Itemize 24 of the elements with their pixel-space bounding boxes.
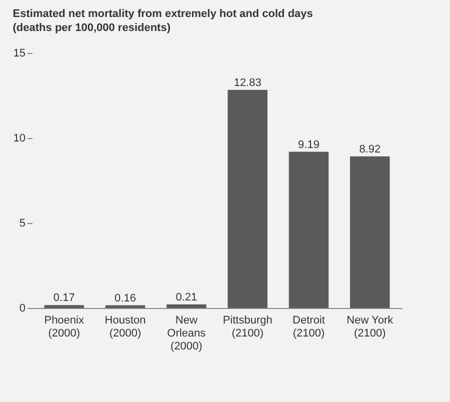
x-tick-label: Detroit (2100) — [292, 314, 325, 340]
bar — [44, 305, 84, 308]
x-tick-label: Phoenix (2000) — [44, 314, 84, 340]
y-tick-label: 5 — [19, 218, 26, 230]
y-tick-label: 10 — [13, 132, 26, 144]
bar — [105, 305, 146, 308]
data-label: 0.16 — [114, 292, 136, 304]
data-label: 12.83 — [234, 76, 262, 89]
x-tick-label: New York (2100) — [346, 314, 394, 340]
y-tick-label: 15 — [13, 48, 26, 60]
y-tick-label: 0 — [19, 302, 26, 314]
data-label: 9.19 — [298, 138, 320, 151]
chart-subtitle: (deaths per 100,000 residents) — [12, 22, 171, 34]
x-tick-label: Pittsburgh (2100) — [222, 314, 272, 340]
bar — [166, 304, 206, 308]
bar — [228, 90, 268, 308]
data-label: 0.21 — [176, 291, 198, 304]
data-label: 0.17 — [53, 292, 75, 304]
chart-title: Estimated net mortality from extremely hot and cold days — [12, 8, 313, 20]
bar — [288, 152, 329, 308]
x-tick-label: New Orleans (2000) — [167, 314, 206, 352]
bar — [350, 156, 390, 308]
x-tick-label: Houston (2000) — [104, 314, 146, 340]
data-label: 8.92 — [359, 143, 381, 156]
